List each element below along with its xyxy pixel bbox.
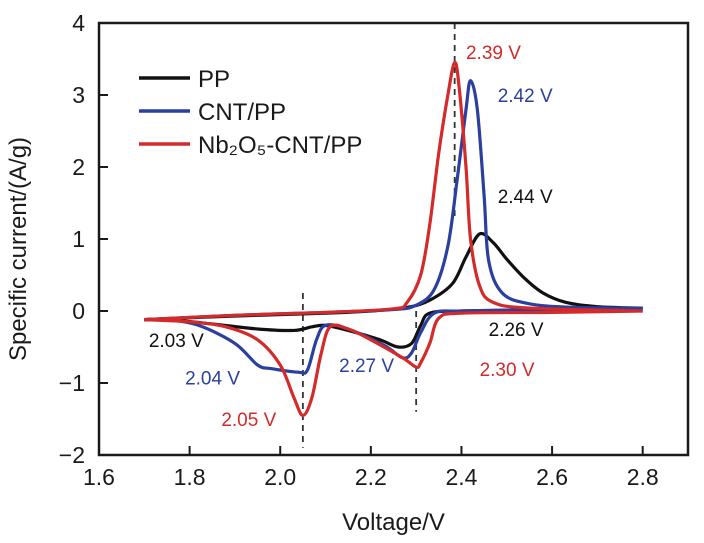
y-tick-label: 0 (72, 298, 85, 324)
x-tick-label: 2.4 (445, 464, 477, 490)
y-ticks: −2 −1 0 1 2 3 4 (59, 10, 108, 468)
legend-label: CNT/PP (198, 99, 286, 126)
series-2 (144, 60, 643, 417)
x-tick-label: 2.8 (627, 464, 659, 490)
y-tick-label: 1 (72, 226, 85, 252)
y-tick-label: −1 (59, 370, 85, 396)
peak-label: 2.03 V (149, 331, 204, 352)
peak-label: 2.42 V (498, 86, 553, 107)
peak-label: 2.30 V (480, 360, 535, 381)
series-cathodic-line (144, 306, 643, 349)
x-tick-label: 1.8 (174, 464, 206, 490)
series-0 (144, 231, 643, 349)
y-axis-title: Specific current/(A/g) (5, 137, 32, 361)
x-tick-label: 2.6 (536, 464, 568, 490)
plot-frame (97, 21, 690, 457)
x-tick-label: 2.0 (264, 464, 296, 490)
x-tick-label: 2.2 (355, 464, 387, 490)
peak-label: 2.44 V (498, 187, 553, 208)
y-tick-label: −2 (59, 442, 85, 468)
legend-label: Nb₂O₅-CNT/PP (198, 132, 362, 159)
legend: PP CNT/PP Nb₂O₅-CNT/PP (139, 66, 362, 159)
peak-label: 2.27 V (339, 356, 394, 377)
axes (97, 21, 690, 457)
peak-annotations: 2.39 V 2.42 V 2.44 V 2.26 V 2.30 V 2.27 V 2.03… (149, 43, 553, 431)
x-axis-title: Voltage/V (342, 509, 445, 536)
series-cathodic-line (144, 309, 643, 417)
legend-label: PP (198, 66, 230, 93)
y-tick-label: 3 (72, 82, 85, 108)
peak-label: 2.05 V (221, 410, 276, 431)
x-ticks: 1.6 1.8 2.0 2.2 2.4 2.6 2.8 (83, 446, 659, 490)
series-cathodic-line (144, 306, 643, 375)
series-anodic-line (144, 60, 643, 322)
peak-label: 2.39 V (466, 43, 521, 64)
y-tick-label: 2 (72, 154, 85, 180)
reference-lines (301, 23, 456, 448)
y-tick-label: 4 (72, 10, 85, 36)
peak-label: 2.04 V (185, 368, 240, 389)
peak-label: 2.26 V (489, 320, 544, 341)
series-layer (144, 60, 643, 417)
x-tick-label: 1.6 (83, 464, 115, 490)
